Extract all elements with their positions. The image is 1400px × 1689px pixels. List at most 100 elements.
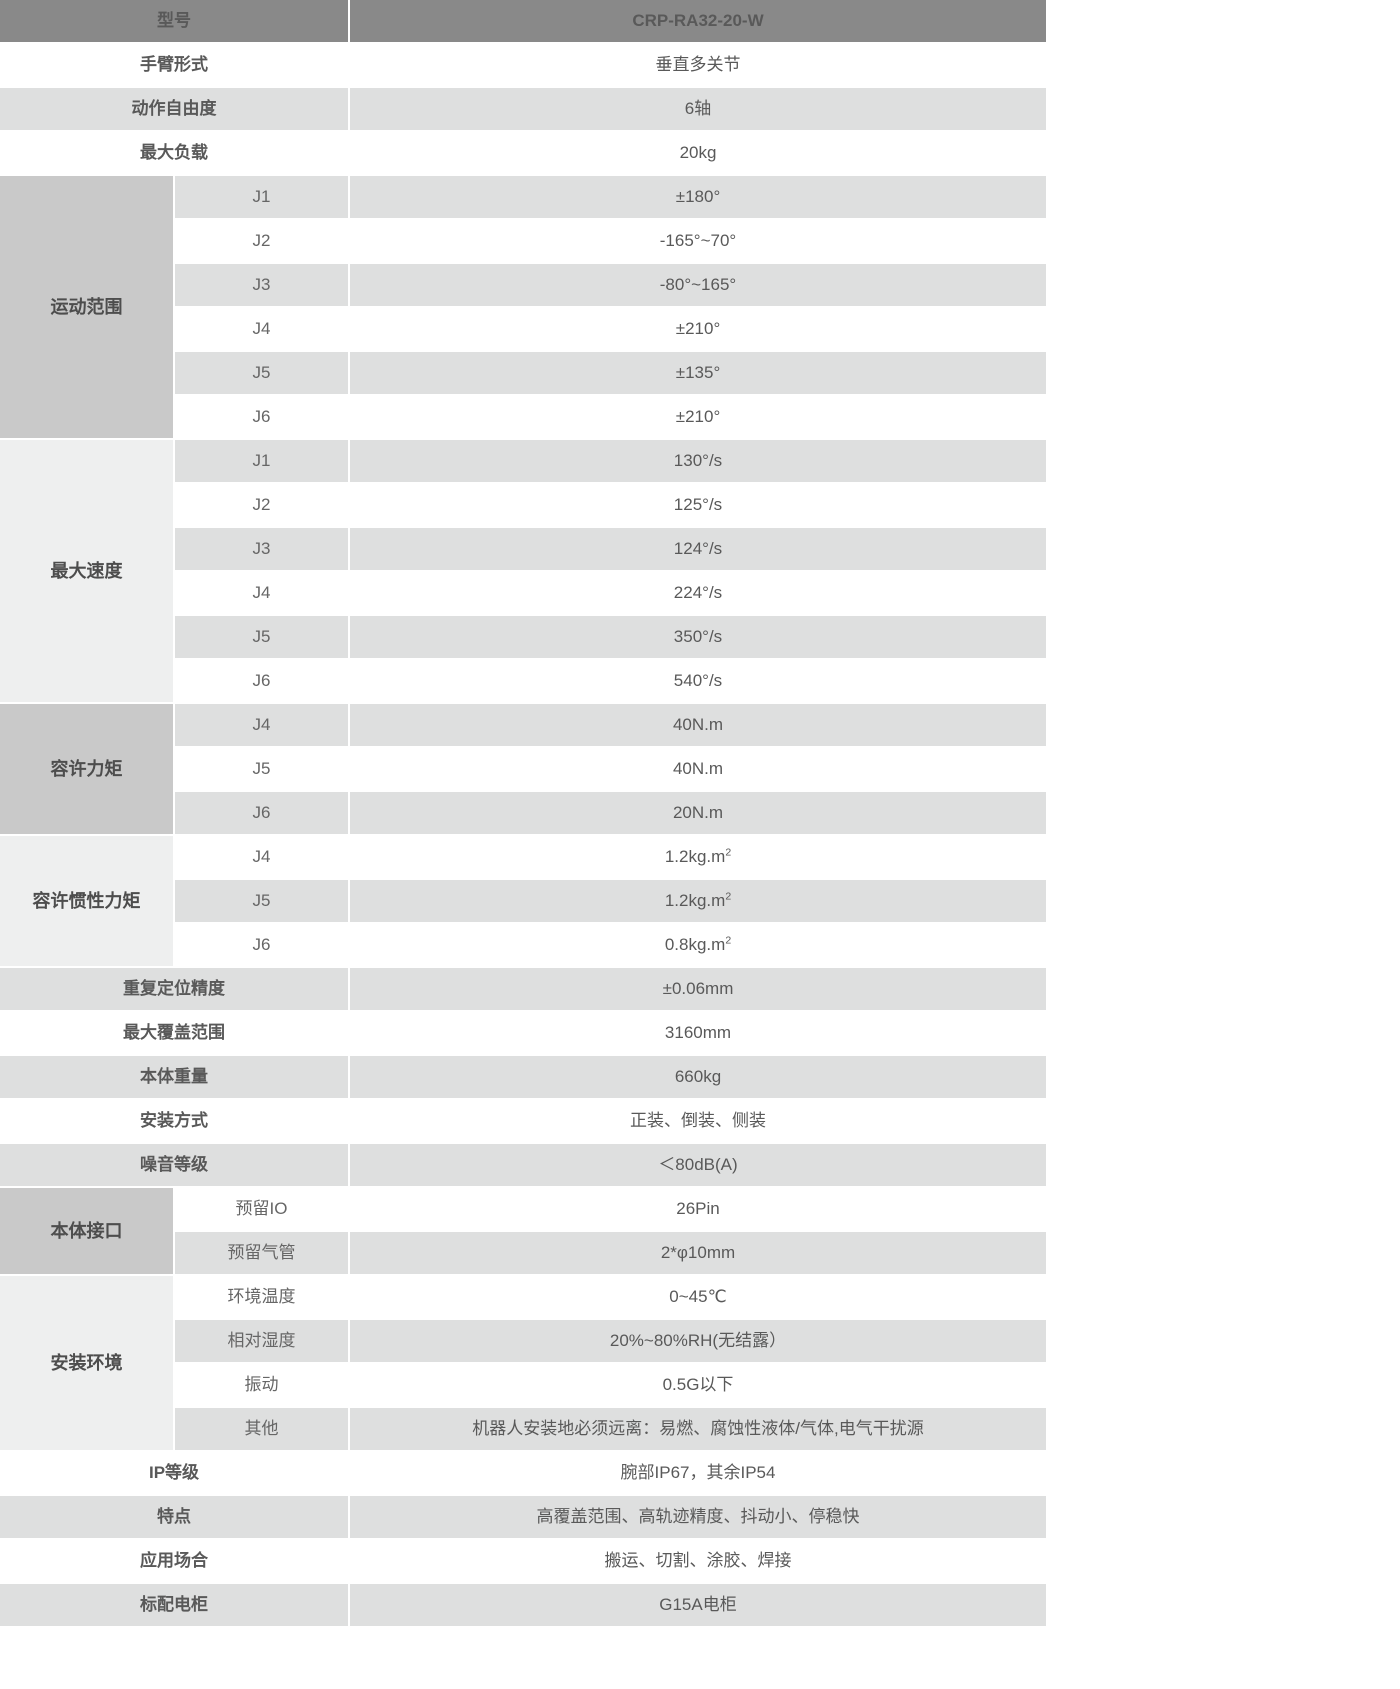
- spec-row: 容许力矩 J4 40N.m: [0, 704, 1046, 836]
- spec-row: J6 540°/s: [0, 660, 1046, 704]
- spec-sub-label-cell: 预留气管: [175, 1232, 350, 1276]
- spec-value-cell: 0~45℃: [350, 1276, 1046, 1320]
- spec-sub-label-cell: J6: [175, 660, 350, 704]
- spec-row: 动作自由度 6轴: [0, 88, 1046, 132]
- spec-value-cell: 130°/s: [350, 440, 1046, 484]
- spec-group-label-cell: 运动范围: [0, 176, 175, 440]
- spec-label-cell: 动作自由度: [0, 88, 350, 132]
- spec-value-cell: 垂直多关节: [350, 44, 1046, 88]
- spec-sub-label-cell: J6: [175, 396, 350, 440]
- spec-value-cell: ＜80dB(A): [350, 1144, 1046, 1188]
- spec-row: J4 ±210°: [0, 308, 1046, 352]
- spec-row: 相对湿度 20%~80%RH(无结露）: [0, 1320, 1046, 1364]
- spec-value-cell: 350°/s: [350, 616, 1046, 660]
- spec-row: 其他 机器人安装地必须远离：易燃、腐蚀性液体/气体,电气干扰源: [0, 1408, 1046, 1452]
- header-model-cell: CRP-RA32-20-W: [350, 0, 1046, 44]
- spec-group-label-cell: 容许惯性力矩: [0, 836, 175, 968]
- spec-row: 最大速度 J1 130°/s: [0, 440, 1046, 704]
- spec-label-cell: 手臂形式: [0, 44, 350, 88]
- spec-row: IP等级 腕部IP67，其余IP54: [0, 1452, 1046, 1496]
- spec-row: 最大覆盖范围 3160mm: [0, 1012, 1046, 1056]
- spec-group-label-cell: 容许力矩: [0, 704, 175, 836]
- spec-row: J6 0.8kg.m2: [0, 924, 1046, 968]
- spec-value-cell: 1.2kg.m2: [350, 880, 1046, 924]
- spec-value-cell: G15A电柜: [350, 1584, 1046, 1628]
- spec-row: J6 20N.m: [0, 792, 1046, 836]
- spec-value-cell: 124°/s: [350, 528, 1046, 572]
- spec-sub-label-cell: J1: [175, 440, 350, 484]
- spec-sub-label-cell: J2: [175, 220, 350, 264]
- spec-label-cell: 噪音等级: [0, 1144, 350, 1188]
- spec-value-cell: 0.5G以下: [350, 1364, 1046, 1408]
- spec-value-cell: 40N.m: [350, 704, 1046, 748]
- spec-sub-label-cell: J5: [175, 880, 350, 924]
- spec-value-cell: 正装、倒装、侧装: [350, 1100, 1046, 1144]
- spec-row: 本体重量 660kg: [0, 1056, 1046, 1100]
- spec-row: J2 -165°~70°: [0, 220, 1046, 264]
- spec-value-cell: 3160mm: [350, 1012, 1046, 1056]
- spec-sub-label-cell: 振动: [175, 1364, 350, 1408]
- spec-sub-label-cell: J3: [175, 264, 350, 308]
- spec-value-cell: 1.2kg.m2: [350, 836, 1046, 880]
- spec-sub-label-cell: J6: [175, 924, 350, 968]
- spec-row: 振动 0.5G以下: [0, 1364, 1046, 1408]
- spec-label-cell: 最大负载: [0, 132, 350, 176]
- spec-row: J2 125°/s: [0, 484, 1046, 528]
- spec-value-cell: ±180°: [350, 176, 1046, 220]
- spec-value-cell: 20N.m: [350, 792, 1046, 836]
- spec-value-cell: 机器人安装地必须远离：易燃、腐蚀性液体/气体,电气干扰源: [350, 1408, 1046, 1452]
- spec-value-cell: 20%~80%RH(无结露）: [350, 1320, 1046, 1364]
- spec-row: 安装环境 环境温度 0~45℃: [0, 1276, 1046, 1452]
- unit-superscript: 2: [725, 890, 732, 903]
- spec-sub-label-cell: J5: [175, 748, 350, 792]
- spec-sub-label-cell: 其他: [175, 1408, 350, 1452]
- spec-row: J6 ±210°: [0, 396, 1046, 440]
- spec-row: 应用场合 搬运、切割、涂胶、焊接: [0, 1540, 1046, 1584]
- spec-label-cell: 标配电柜: [0, 1584, 350, 1628]
- table-header-row: 型号 CRP-RA32-20-W: [0, 0, 1046, 44]
- spec-sub-label-cell: J4: [175, 704, 350, 748]
- spec-label-cell: 本体重量: [0, 1056, 350, 1100]
- spec-value-cell: 搬运、切割、涂胶、焊接: [350, 1540, 1046, 1584]
- spec-sub-label-cell: J1: [175, 176, 350, 220]
- spec-label-cell: 重复定位精度: [0, 968, 350, 1012]
- spec-sub-label-cell: J4: [175, 308, 350, 352]
- spec-value-cell: ±210°: [350, 396, 1046, 440]
- spec-sub-label-cell: J5: [175, 616, 350, 660]
- spec-sub-label-cell: 预留IO: [175, 1188, 350, 1232]
- spec-row: J5 1.2kg.m2: [0, 880, 1046, 924]
- spec-value-cell: 26Pin: [350, 1188, 1046, 1232]
- spec-row: 手臂形式 垂直多关节: [0, 44, 1046, 88]
- spec-value-cell: -80°~165°: [350, 264, 1046, 308]
- spec-value-cell: 660kg: [350, 1056, 1046, 1100]
- spec-row: J5 40N.m: [0, 748, 1046, 792]
- spec-label-cell: 最大覆盖范围: [0, 1012, 350, 1056]
- spec-sub-label-cell: J4: [175, 836, 350, 880]
- spec-group-label-cell: 本体接口: [0, 1188, 175, 1276]
- spec-value-cell: 540°/s: [350, 660, 1046, 704]
- spec-row: J4 224°/s: [0, 572, 1046, 616]
- spec-sub-label-cell: J6: [175, 792, 350, 836]
- spec-value-cell: 0.8kg.m2: [350, 924, 1046, 968]
- spec-sub-label-cell: J2: [175, 484, 350, 528]
- robot-spec-table: 型号 CRP-RA32-20-W 手臂形式 垂直多关节 动作自由度 6轴 最大负载 20kg 运…: [0, 0, 1046, 1628]
- spec-value-cell: ±135°: [350, 352, 1046, 396]
- spec-sub-label-cell: J3: [175, 528, 350, 572]
- spec-value-cell: ±0.06mm: [350, 968, 1046, 1012]
- spec-label-cell: IP等级: [0, 1452, 350, 1496]
- spec-row: 运动范围 J1 ±180°: [0, 176, 1046, 440]
- unit-superscript: 2: [725, 934, 732, 947]
- spec-label-cell: 安装方式: [0, 1100, 350, 1144]
- spec-row: 容许惯性力矩 J4 1.2kg.m2: [0, 836, 1046, 968]
- spec-row: 预留气管 2*φ10mm: [0, 1232, 1046, 1276]
- spec-sub-label-cell: 环境温度: [175, 1276, 350, 1320]
- header-label-cell: 型号: [0, 0, 350, 44]
- spec-value-cell: -165°~70°: [350, 220, 1046, 264]
- spec-label-cell: 应用场合: [0, 1540, 350, 1584]
- spec-row: 特点 高覆盖范围、高轨迹精度、抖动小、停稳快: [0, 1496, 1046, 1540]
- spec-value-cell: 125°/s: [350, 484, 1046, 528]
- spec-group-label-cell: 安装环境: [0, 1276, 175, 1452]
- spec-label-cell: 特点: [0, 1496, 350, 1540]
- spec-row: 重复定位精度 ±0.06mm: [0, 968, 1046, 1012]
- spec-row: 本体接口 预留IO 26Pin: [0, 1188, 1046, 1276]
